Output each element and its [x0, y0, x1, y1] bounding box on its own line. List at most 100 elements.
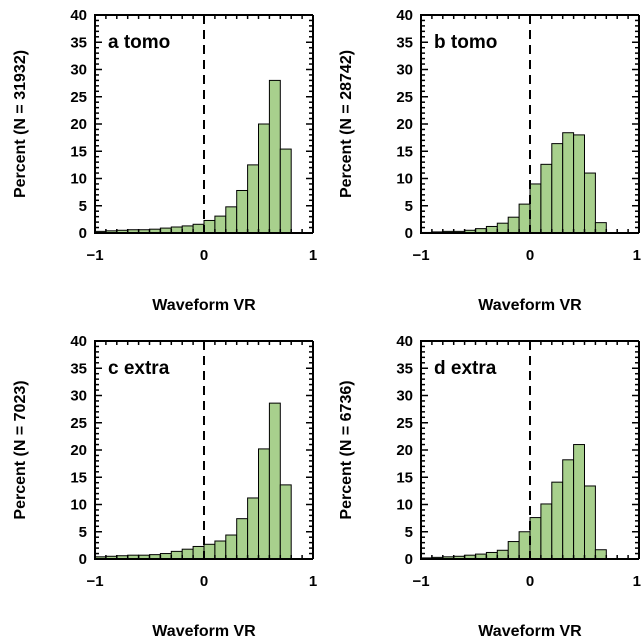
- y-tick-label: 0: [405, 551, 413, 568]
- y-tick-label: 30: [70, 388, 87, 405]
- histogram-bar: [584, 485, 596, 559]
- histogram-bar: [225, 206, 238, 233]
- y-tick-label: 15: [396, 469, 413, 486]
- y-tick-label: 0: [79, 551, 87, 568]
- histogram-bar: [203, 543, 216, 559]
- histogram-bar: [236, 518, 249, 559]
- panel-d: 0 5 10 15 20 25 30 35 40 −1 0 1 Waveform VR Percent (…: [338, 333, 641, 640]
- histogram-bar: [529, 183, 542, 233]
- histogram-bar: [258, 448, 270, 559]
- y-tick-label: 35: [396, 34, 413, 51]
- y-axis-title: Percent (N = 31932): [12, 50, 29, 198]
- histogram-bar: [192, 223, 205, 233]
- histogram-bar: [181, 225, 194, 233]
- y-tick-label: 35: [396, 360, 413, 377]
- bar-group: [95, 402, 292, 559]
- histogram-bar: [507, 541, 520, 559]
- histogram-bar: [573, 134, 585, 233]
- x-tick-label: −1: [412, 247, 429, 264]
- histogram-bar: [170, 550, 183, 559]
- y-tick-label: 15: [70, 143, 87, 160]
- histogram-bar: [214, 540, 227, 559]
- x-tick-label: 0: [526, 247, 534, 264]
- panel-title: d extra: [434, 358, 497, 379]
- x-tick-label: 1: [309, 247, 317, 264]
- y-tick-label: 40: [396, 333, 413, 350]
- histogram-bar: [594, 222, 607, 233]
- histogram-bar: [279, 148, 292, 233]
- x-axis-title: Waveform VR: [152, 297, 256, 314]
- histogram-bar: [584, 172, 596, 233]
- y-tick-label: 10: [70, 171, 87, 188]
- histogram-bar: [518, 203, 531, 233]
- y-tick-label: 35: [70, 360, 87, 377]
- histogram-bar: [247, 497, 260, 559]
- x-tick-label: 1: [633, 573, 641, 590]
- bar-group: [95, 79, 292, 233]
- y-tick-label: 10: [70, 497, 87, 514]
- y-tick-label: 30: [70, 62, 87, 79]
- y-tick-label: 5: [79, 198, 87, 215]
- histogram-bar: [268, 79, 281, 233]
- bar-group: [421, 132, 607, 233]
- x-tick-label: 0: [200, 247, 208, 264]
- x-tick-label: 0: [526, 573, 534, 590]
- histogram-bar: [562, 132, 575, 233]
- histogram-bar: [225, 534, 238, 559]
- histogram-bar: [496, 549, 509, 559]
- y-axis-title: Percent (N = 6736): [338, 380, 355, 519]
- histogram-bar: [192, 545, 205, 559]
- histogram-bar: [214, 215, 227, 233]
- histogram-bar: [247, 164, 260, 233]
- histogram-bar: [573, 444, 585, 559]
- y-tick-label: 30: [396, 388, 413, 405]
- histogram-bar: [562, 459, 575, 559]
- histogram-bar: [594, 549, 607, 559]
- x-axis-title: Waveform VR: [478, 297, 582, 314]
- histogram-bar: [279, 484, 292, 559]
- histogram-bar: [496, 222, 509, 233]
- histogram-bar: [236, 189, 249, 233]
- panel-title: c extra: [108, 358, 170, 379]
- y-tick-label: 25: [70, 89, 87, 106]
- y-tick-label: 0: [405, 225, 413, 242]
- y-tick-label: 10: [396, 171, 413, 188]
- histogram-bar: [529, 517, 542, 559]
- histogram-bar: [507, 216, 520, 233]
- panel-c: 0 5 10 15 20 25 30 35 40 −1 0 1 Waveform VR Percent (…: [12, 333, 317, 640]
- y-tick-label: 20: [396, 116, 413, 133]
- y-tick-label: 40: [396, 7, 413, 24]
- x-tick-label: 1: [633, 247, 641, 264]
- histogram-bar: [203, 219, 216, 233]
- histogram-bar: [518, 531, 531, 559]
- y-tick-label: 5: [79, 524, 87, 541]
- histogram-bar: [268, 402, 281, 559]
- y-axis-title: Percent (N = 7023): [12, 380, 29, 519]
- y-tick-label: 5: [405, 524, 413, 541]
- panel-a: 0 5 10 15 20 25 30 35 40 −1 0 1 Waveform VR Percent (…: [12, 7, 317, 314]
- histogram-bar: [181, 548, 194, 559]
- x-axis-title: Waveform VR: [478, 623, 582, 640]
- y-tick-label: 40: [70, 333, 87, 350]
- y-tick-label: 10: [396, 497, 413, 514]
- histogram-bar: [258, 123, 270, 233]
- x-tick-label: 0: [200, 573, 208, 590]
- histogram-bar: [540, 503, 553, 559]
- y-tick-label: 25: [396, 415, 413, 432]
- histogram-bar: [551, 143, 564, 233]
- panel-title: b tomo: [434, 32, 497, 53]
- x-tick-label: −1: [86, 247, 103, 264]
- x-tick-label: 1: [309, 573, 317, 590]
- y-tick-label: 15: [396, 143, 413, 160]
- x-axis-title: Waveform VR: [152, 623, 256, 640]
- y-tick-label: 15: [70, 469, 87, 486]
- y-tick-label: 0: [79, 225, 87, 242]
- y-tick-label: 5: [405, 198, 413, 215]
- y-tick-label: 35: [70, 34, 87, 51]
- y-tick-label: 40: [70, 7, 87, 24]
- y-tick-label: 20: [396, 442, 413, 459]
- y-tick-label: 30: [396, 62, 413, 79]
- y-tick-label: 20: [70, 116, 87, 133]
- histogram-bar: [551, 481, 564, 559]
